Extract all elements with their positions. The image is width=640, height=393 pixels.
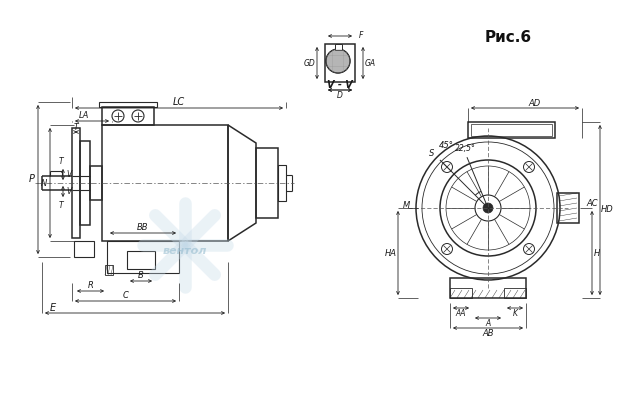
Bar (107, 241, 179, 273)
Circle shape (483, 203, 493, 213)
Bar (557, 193, 579, 223)
Text: HD: HD (600, 206, 613, 215)
Text: GD: GD (304, 59, 316, 68)
Text: H: H (594, 248, 600, 257)
Text: AA: AA (456, 309, 467, 318)
Bar (468, 122, 555, 138)
Circle shape (326, 49, 350, 73)
Text: E: E (50, 303, 56, 313)
Text: LA: LA (79, 112, 89, 121)
Text: V - V: V - V (327, 80, 353, 90)
Text: 45°: 45° (438, 141, 454, 151)
Text: LC: LC (173, 97, 185, 107)
Text: A: A (485, 318, 491, 327)
Text: Рис.6: Рис.6 (484, 31, 532, 46)
Text: N: N (41, 178, 47, 187)
Bar (278, 165, 286, 201)
Text: T: T (74, 123, 78, 132)
Bar (99, 102, 157, 107)
Bar (102, 125, 228, 241)
Bar (325, 44, 355, 82)
Text: V: V (67, 170, 72, 179)
Text: GA: GA (364, 59, 376, 68)
Bar (105, 265, 113, 275)
Bar (127, 251, 155, 269)
Text: AD: AD (529, 99, 541, 108)
Text: HA: HA (385, 248, 397, 257)
Text: T: T (59, 158, 63, 167)
Text: S: S (429, 149, 435, 158)
Text: 22,5°: 22,5° (454, 143, 476, 152)
Bar (90, 166, 102, 200)
Text: P: P (29, 174, 35, 184)
Text: D: D (337, 90, 343, 99)
Text: T: T (59, 200, 63, 209)
Text: K: K (513, 309, 518, 318)
Text: AC: AC (586, 198, 598, 208)
Bar (102, 107, 154, 125)
Text: V: V (67, 187, 72, 196)
Bar (80, 141, 90, 225)
Bar (471, 124, 552, 136)
Text: F: F (359, 31, 363, 40)
Text: C: C (123, 292, 129, 301)
Text: вентол: вентол (163, 246, 207, 256)
Text: AB: AB (483, 329, 493, 338)
Bar (72, 128, 80, 238)
Text: BB: BB (137, 224, 148, 233)
Text: R: R (88, 281, 93, 290)
Text: B: B (138, 272, 144, 281)
Bar (74, 241, 94, 257)
Text: M: M (403, 200, 410, 209)
Bar (335, 44, 342, 50)
Bar (256, 148, 278, 218)
Bar (450, 278, 526, 298)
Bar (504, 288, 526, 298)
Bar (450, 288, 472, 298)
